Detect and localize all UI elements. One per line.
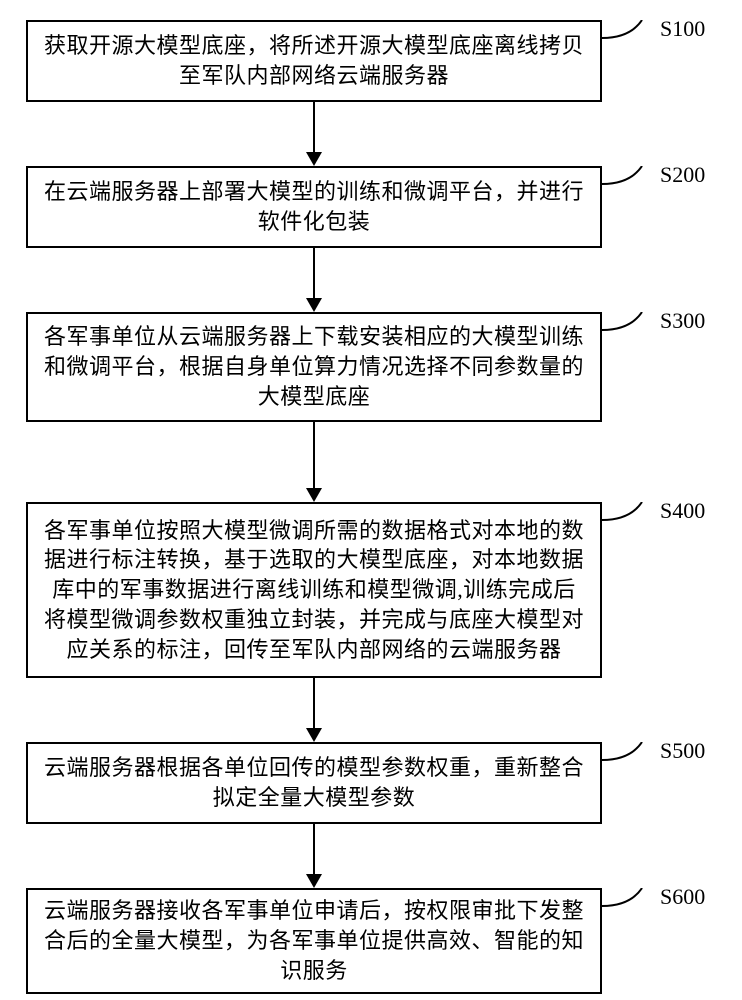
step-s300: 各军事单位从云端服务器上下载安装相应的大模型训练和微调平台，根据自身单位算力情况… bbox=[26, 312, 602, 422]
label-s400: S400 bbox=[660, 498, 705, 524]
arrow-s200-s300-head bbox=[306, 298, 322, 312]
arrow-s200-s300-line bbox=[313, 248, 315, 298]
label-s500: S500 bbox=[660, 738, 705, 764]
arrow-s300-s400-line bbox=[313, 422, 315, 488]
step-s300-text: 各军事单位从云端服务器上下载安装相应的大模型训练和微调平台，根据自身单位算力情况… bbox=[42, 322, 586, 411]
arrow-s400-s500-line bbox=[313, 678, 315, 728]
step-s600-text: 云端服务器接收各军事单位申请后，按权限审批下发整合后的全量大模型，为各军事单位提… bbox=[42, 896, 586, 985]
step-s400-text: 各军事单位按照大模型微调所需的数据格式对本地的数据进行标注转换，基于选取的大模型… bbox=[42, 516, 586, 664]
step-s100-text: 获取开源大模型底座，将所述开源大模型底座离线拷贝至军队内部网络云端服务器 bbox=[42, 31, 586, 90]
arrow-s100-s200-head bbox=[306, 152, 322, 166]
connector-s400 bbox=[602, 502, 658, 542]
step-s500: 云端服务器根据各单位回传的模型参数权重，重新整合拟定全量大模型参数 bbox=[26, 742, 602, 824]
arrow-s400-s500-head bbox=[306, 728, 322, 742]
connector-s200 bbox=[602, 166, 658, 206]
step-s600: 云端服务器接收各军事单位申请后，按权限审批下发整合后的全量大模型，为各军事单位提… bbox=[26, 888, 602, 994]
connector-s100 bbox=[602, 20, 658, 60]
step-s200: 在云端服务器上部署大模型的训练和微调平台，并进行软件化包装 bbox=[26, 166, 602, 248]
step-s100: 获取开源大模型底座，将所述开源大模型底座离线拷贝至军队内部网络云端服务器 bbox=[26, 20, 602, 102]
connector-s500 bbox=[602, 742, 658, 782]
step-s200-text: 在云端服务器上部署大模型的训练和微调平台，并进行软件化包装 bbox=[42, 177, 586, 236]
arrow-s100-s200-line bbox=[313, 102, 315, 152]
label-s300: S300 bbox=[660, 308, 705, 334]
arrow-s500-s600-line bbox=[313, 824, 315, 874]
connector-s300 bbox=[602, 312, 658, 352]
label-s600: S600 bbox=[660, 884, 705, 910]
flowchart-container: 获取开源大模型底座，将所述开源大模型底座离线拷贝至军队内部网络云端服务器 S10… bbox=[0, 0, 742, 1000]
arrow-s500-s600-head bbox=[306, 874, 322, 888]
step-s400: 各军事单位按照大模型微调所需的数据格式对本地的数据进行标注转换，基于选取的大模型… bbox=[26, 502, 602, 678]
connector-s600 bbox=[602, 888, 658, 928]
step-s500-text: 云端服务器根据各单位回传的模型参数权重，重新整合拟定全量大模型参数 bbox=[42, 753, 586, 812]
arrow-s300-s400-head bbox=[306, 488, 322, 502]
label-s200: S200 bbox=[660, 162, 705, 188]
label-s100: S100 bbox=[660, 16, 705, 42]
